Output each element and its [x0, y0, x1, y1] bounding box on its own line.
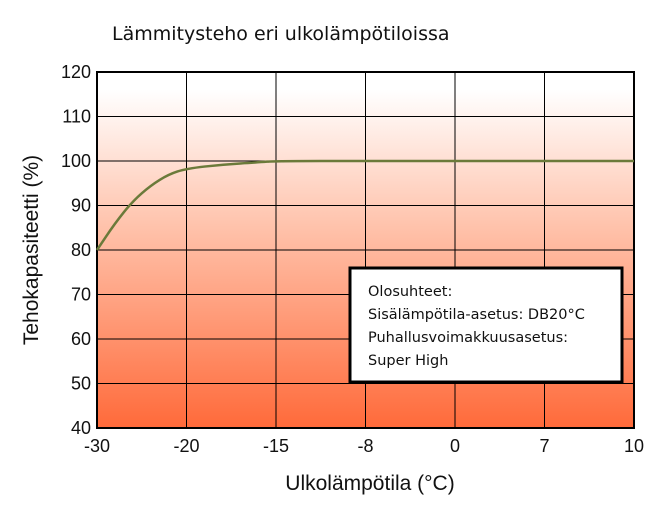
y-tick-label: 70: [71, 285, 91, 305]
annotation-line: Olosuhteet:: [368, 284, 452, 300]
x-tick-label: -8: [357, 436, 373, 456]
annotation-line: Puhallusvoimakkuusasetus:: [368, 330, 568, 346]
series-line: [95, 159, 634, 251]
x-tick-label: 0: [450, 436, 460, 456]
y-tick-labels: 120 110 100 90 80 70 60 50 40: [61, 62, 91, 438]
chart-title: Lämmitysteho eri ulkolämpötiloissa: [112, 23, 450, 45]
x-tick-label: 7: [539, 436, 549, 456]
x-tick-label: -20: [173, 436, 199, 456]
y-tick-label: 60: [71, 329, 91, 349]
x-tick-label: -15: [263, 436, 289, 456]
x-tick-labels: -30 -20 -15 -8 0 7 10: [84, 436, 644, 456]
y-tick-label: 90: [71, 196, 91, 216]
annotation-line: Sisälämpötila-asetus: DB20°C: [368, 307, 585, 323]
y-tick-label: 80: [71, 240, 91, 260]
y-tick-label: 100: [61, 151, 91, 171]
annotation-frame: [348, 266, 624, 384]
y-tick-label: 110: [62, 107, 91, 127]
x-tick-label: -30: [84, 436, 110, 456]
annotation-box: Olosuhteet: Sisälämpötila-asetus: DB20°C…: [348, 266, 624, 384]
annotation-line: Super High: [368, 353, 448, 369]
y-axis-label: Tehokapasiteetti (%): [20, 155, 43, 345]
x-tick-label: 10: [624, 436, 644, 456]
y-tick-label: 120: [61, 62, 91, 82]
y-tick-label: 40: [71, 418, 91, 438]
x-axis-label: Ulkolämpötila (°C): [285, 472, 454, 495]
y-tick-label: 50: [71, 374, 91, 394]
